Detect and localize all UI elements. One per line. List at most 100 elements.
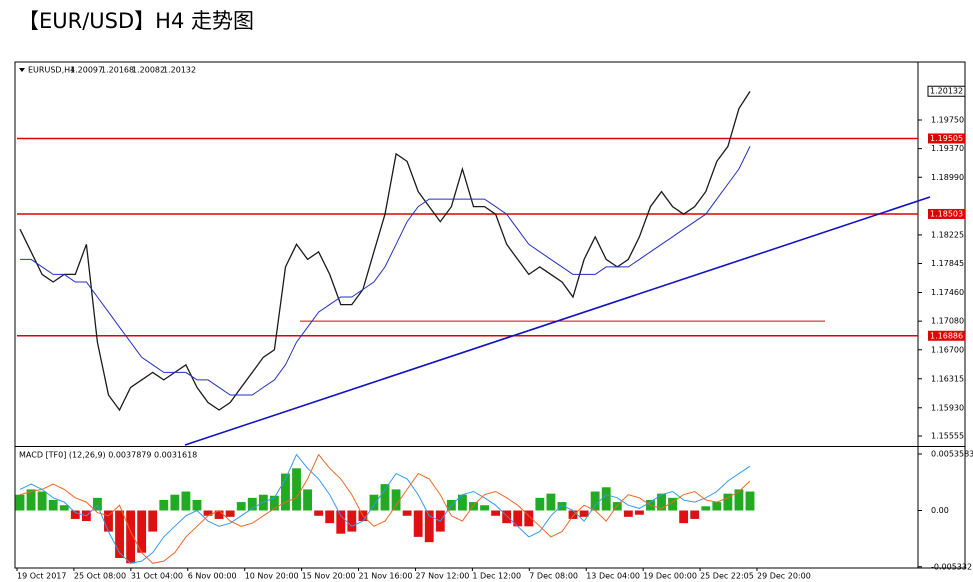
histogram-bar: [402, 510, 412, 516]
x-tick-label: 29 Dec 20:00: [757, 572, 811, 581]
histogram-bar: [292, 468, 301, 511]
x-tick-label: 1 Dec 12:00: [472, 572, 521, 581]
page-title: 【EUR/USD】H4 走势图: [18, 9, 254, 33]
x-tick-label: 31 Oct 04:00: [131, 572, 183, 581]
histogram-bar: [115, 510, 124, 558]
histogram-bar: [137, 510, 147, 553]
x-tick-label: 13 Dec 04:00: [586, 572, 640, 581]
frame: [14, 61, 966, 569]
histogram-bar: [104, 510, 113, 532]
histogram-bar: [690, 510, 700, 519]
histogram-bar: [303, 489, 312, 511]
x-tick-label: 27 Nov 12:00: [415, 572, 469, 581]
histogram-bar: [413, 510, 423, 537]
histogram-bar: [325, 510, 335, 524]
histogram-bar: [634, 510, 644, 515]
histogram-bar: [59, 505, 69, 511]
histogram-bar: [236, 502, 246, 511]
y-tick-label: 1.18990: [931, 173, 964, 182]
histogram-bar: [336, 510, 346, 534]
level-label: 1.19505: [930, 134, 963, 143]
histogram-bar: [225, 510, 235, 517]
histogram-bar: [70, 510, 80, 519]
price-line: [19, 91, 751, 412]
histogram-bar: [745, 491, 755, 511]
histogram-bar: [26, 489, 36, 511]
histogram-bar: [148, 510, 158, 532]
symbol: EURUSD,H4: [28, 66, 75, 75]
x-tick-label: 15 Nov 20:00: [302, 572, 356, 581]
histogram-bar: [668, 497, 677, 511]
histogram-bar: [657, 493, 666, 511]
x-tick-label: 7 Dec 08:00: [529, 572, 578, 581]
histogram-bar: [535, 497, 545, 511]
current-price: 1.20132: [930, 87, 963, 96]
histogram-bar: [612, 502, 622, 511]
macd-line: [19, 453, 751, 564]
histogram-bar: [546, 493, 556, 511]
histogram-bar: [159, 499, 169, 511]
level-box: [928, 330, 965, 341]
histogram-bar: [214, 510, 224, 519]
histogram-bar: [369, 494, 379, 511]
histogram-bar: [181, 491, 191, 511]
x-tick-label: 19 Oct 2017: [17, 572, 66, 581]
histogram-bar: [380, 484, 390, 511]
y-tick-label: 1.16700: [931, 345, 964, 354]
y-tick-label: 1.17080: [931, 317, 964, 326]
level-label: 1.16886: [930, 331, 963, 340]
y-tick-label: 0.00: [931, 506, 949, 515]
y-tick-label: 1.17845: [931, 259, 964, 268]
level-box: [928, 208, 965, 219]
histogram-bar: [15, 494, 25, 511]
histogram-bar: [37, 491, 47, 511]
x-tick-label: 25 Oct 08:00: [74, 572, 126, 581]
y-tick-label: 1.19750: [931, 116, 964, 125]
histogram-bar: [590, 491, 600, 511]
histogram-bar: [579, 510, 589, 517]
histogram-bar: [480, 505, 489, 511]
y-tick-label: 1.15930: [931, 403, 964, 412]
histogram-bar: [192, 499, 202, 511]
y-tick-label: 1.19370: [931, 144, 964, 153]
histogram-bar: [126, 510, 136, 564]
histogram-bar: [314, 510, 324, 516]
histogram-bar: [701, 506, 711, 511]
histogram-bar: [679, 510, 689, 524]
ohlc-value: 1.20082: [132, 66, 165, 75]
price-line: [20, 146, 751, 396]
y-tick-label: 1.15555: [931, 432, 964, 441]
trendline: [184, 196, 931, 446]
histogram-bar: [734, 489, 744, 511]
ohlc-value: 1.20168: [101, 66, 134, 75]
macd-line: [19, 453, 751, 564]
y-tick-label: 1.18225: [931, 230, 964, 239]
x-tick-label: 10 Nov 20:00: [245, 572, 299, 581]
histogram-bar: [723, 493, 733, 511]
histogram-bar: [458, 494, 467, 511]
histogram-bar: [568, 510, 578, 519]
histogram-bar: [247, 497, 257, 511]
ohlc-value: 1.20097: [70, 66, 103, 75]
histogram-bar: [712, 502, 722, 511]
histogram-bar: [391, 489, 401, 511]
histogram-bar: [524, 510, 534, 527]
level-box: [928, 133, 965, 144]
histogram-bar: [557, 502, 567, 511]
histogram-bar: [269, 495, 279, 511]
y-tick-label: 1.16315: [931, 374, 964, 383]
histogram-bar: [203, 510, 213, 516]
histogram-bar: [601, 487, 611, 511]
histogram-bar: [281, 473, 290, 511]
level-label: 1.18503: [930, 209, 963, 218]
histogram-bar: [347, 510, 357, 532]
macd-label: MACD [TF0] (12,26,9) 0.0037879 0.0031618: [19, 451, 197, 460]
price-box: [927, 85, 966, 97]
histogram-bar: [469, 502, 478, 511]
histogram-bar: [93, 497, 102, 511]
histogram-bar: [623, 510, 633, 517]
y-tick-label: -0.005332: [931, 562, 972, 571]
y-tick-label: 0.0053583: [931, 449, 973, 458]
x-tick-label: 25 Dec 22:05: [700, 572, 754, 581]
